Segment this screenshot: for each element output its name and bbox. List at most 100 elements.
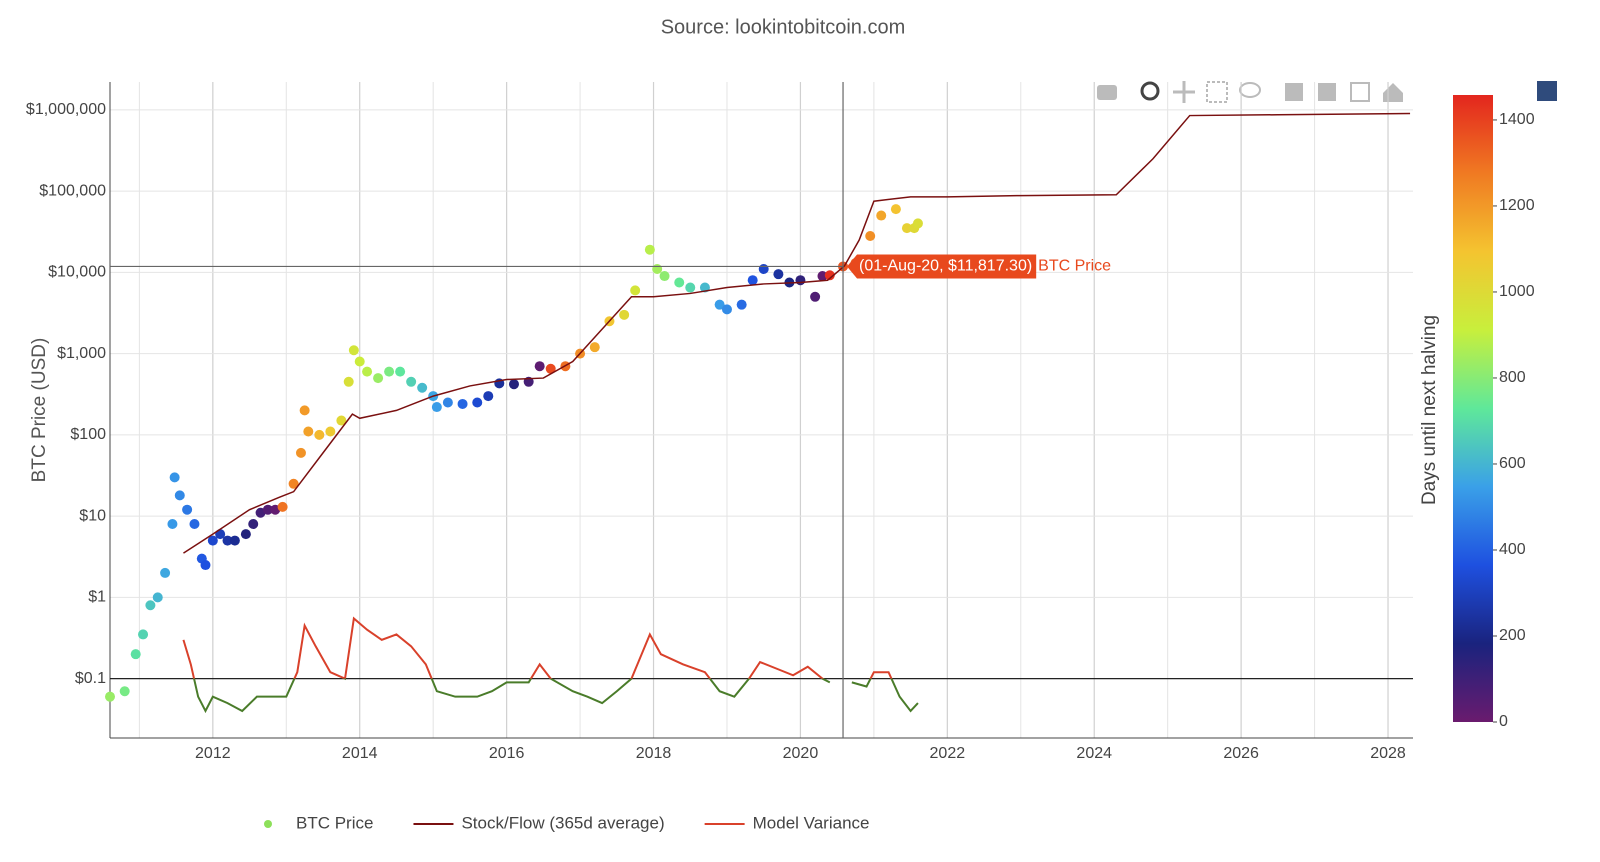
price-point: [248, 518, 259, 529]
price-point: [736, 299, 747, 310]
camera-button[interactable]: [1097, 85, 1117, 100]
price-point: [406, 376, 417, 387]
zoom-button[interactable]: [1140, 81, 1160, 101]
price-point: [545, 363, 556, 374]
price-point: [119, 686, 130, 697]
x-tick-label: 2024: [1076, 745, 1112, 762]
price-point: [174, 490, 185, 501]
price-point: [169, 472, 180, 483]
price-point: [288, 478, 299, 489]
variance-line-above: [869, 671, 893, 679]
price-point: [384, 366, 395, 377]
price-point: [262, 504, 273, 515]
price-point: [373, 373, 384, 384]
chart-title: Source: lookintobitcoin.com: [661, 16, 906, 38]
legend-label: BTC Price: [296, 813, 373, 832]
price-point: [130, 649, 141, 660]
y-tick-label: $10: [79, 507, 106, 524]
price-point: [295, 447, 306, 458]
price-point: [145, 600, 156, 611]
price-point: [810, 291, 821, 302]
price-point: [483, 391, 494, 402]
stock-flow-line: [183, 112, 1411, 554]
price-point: [824, 270, 835, 281]
x-tick-label: 2012: [195, 745, 231, 762]
x-tick-label: 2022: [930, 745, 966, 762]
colorbar-title: Days until next halving: [1419, 315, 1440, 505]
legend-marker: [264, 820, 272, 828]
box-select-button[interactable]: [1206, 81, 1228, 103]
colorbar-tick-label: 1400: [1499, 111, 1535, 128]
price-point: [747, 275, 758, 286]
reset-button[interactable]: [1383, 83, 1403, 102]
price-point: [343, 376, 354, 387]
price-point: [442, 397, 453, 408]
x-tick-label: 2028: [1370, 745, 1406, 762]
price-point: [795, 275, 806, 286]
price-point: [685, 282, 696, 293]
price-point: [721, 304, 732, 315]
plotly-logo[interactable]: [1537, 81, 1557, 101]
price-point: [659, 271, 670, 282]
zoom-out-button[interactable]: [1318, 83, 1336, 101]
price-point: [277, 501, 288, 512]
price-point: [395, 366, 406, 377]
price-point: [222, 535, 233, 546]
tooltip-box: [847, 254, 1037, 279]
y-tick-label: $1,000: [57, 345, 106, 362]
colorbar-tick-label: 1200: [1499, 197, 1535, 214]
colorbar: [1453, 95, 1493, 722]
legend-label: Stock/Flow (365d average): [461, 813, 664, 832]
lasso-button[interactable]: [1239, 82, 1261, 98]
price-point: [207, 535, 218, 546]
price-point: [354, 356, 365, 367]
price-point: [674, 277, 685, 288]
x-tick-label: 2016: [489, 745, 525, 762]
y-tick-label: $1: [88, 589, 106, 606]
price-point: [160, 567, 171, 578]
y-tick-label: $0.1: [75, 670, 106, 687]
zoom-in-button[interactable]: [1285, 83, 1303, 101]
colorbar-tick-label: 1000: [1499, 283, 1535, 300]
y-tick-label: $100,000: [39, 182, 106, 199]
price-point: [105, 691, 115, 702]
price-point: [773, 269, 784, 280]
price-point: [325, 426, 336, 437]
y-tick-label: $10,000: [48, 264, 106, 281]
price-point: [189, 518, 200, 529]
price-point: [472, 397, 483, 408]
autoscale-button[interactable]: [1350, 82, 1370, 102]
price-point: [508, 379, 519, 390]
y-tick-label: $1,000,000: [26, 101, 106, 118]
price-point: [901, 223, 912, 234]
price-point: [890, 204, 901, 215]
colorbar-tick-label: 0: [1499, 713, 1508, 730]
variance-line-below: [193, 678, 831, 714]
colorbar-tick-label: 200: [1499, 627, 1526, 644]
price-point: [758, 263, 769, 274]
price-point: [865, 231, 876, 242]
tooltip-label: (01-Aug-20, $11,817.30): [859, 258, 1032, 275]
price-point: [314, 429, 325, 440]
price-point: [876, 210, 887, 221]
y-axis-title: BTC Price (USD): [29, 338, 50, 483]
legend-label: Model Variance: [753, 813, 870, 832]
colorbar-tick-label: 800: [1499, 369, 1526, 386]
price-point: [644, 244, 655, 255]
price-point: [167, 518, 178, 529]
price-point: [817, 271, 828, 282]
colorbar-tick-label: 400: [1499, 541, 1526, 558]
colorbar-tick-label: 600: [1499, 455, 1526, 472]
price-point: [431, 402, 442, 413]
price-point: [138, 629, 149, 640]
price-point: [303, 426, 314, 437]
price-point: [299, 405, 310, 416]
price-point: [457, 398, 468, 409]
pan-button[interactable]: [1173, 81, 1195, 103]
price-point: [152, 592, 163, 603]
price-point: [240, 529, 251, 540]
variance-line-below: [851, 678, 919, 713]
price-point: [348, 345, 359, 356]
